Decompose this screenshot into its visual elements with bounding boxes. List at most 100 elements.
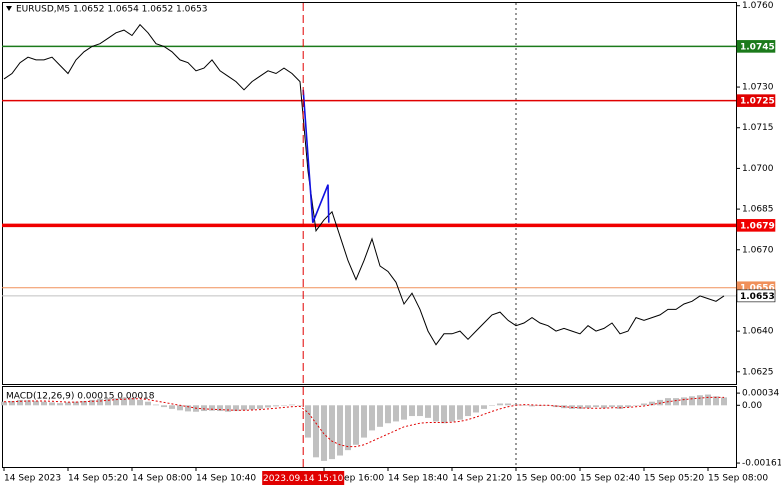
macd-bar xyxy=(577,405,583,409)
x-tick-label: 14 Sep 16:00 xyxy=(324,474,384,484)
macd-bar xyxy=(225,405,231,412)
macd-bar xyxy=(457,405,463,420)
macd-bar xyxy=(185,405,191,412)
macd-bar xyxy=(465,405,471,417)
macd-bar xyxy=(17,399,23,406)
x-tick-label: 14 Sep 08:00 xyxy=(132,474,192,484)
macd-bar xyxy=(297,405,303,406)
y-tick-label: 1.0640 xyxy=(742,327,774,337)
macd-bar xyxy=(241,405,247,411)
macd-bar xyxy=(649,401,655,406)
macd-bar xyxy=(177,405,183,411)
menu-arrow xyxy=(6,6,12,11)
x-tick-label: 14 Sep 05:20 xyxy=(68,474,128,484)
macd-bar xyxy=(433,405,439,422)
y-tick-label: 1.0685 xyxy=(742,205,774,215)
macd-bar xyxy=(385,405,391,424)
macd-bar xyxy=(409,405,415,417)
macd-bar xyxy=(473,405,479,413)
macd-bar xyxy=(137,399,143,406)
price-line xyxy=(302,89,330,223)
macd-bar xyxy=(393,405,399,422)
price-panel-frame xyxy=(2,2,737,385)
macd-bar xyxy=(337,405,343,456)
y-tick-label: 0.00 xyxy=(742,401,762,411)
macd-bar xyxy=(161,405,167,408)
macd-bar xyxy=(425,405,431,418)
macd-bar xyxy=(313,405,319,458)
macd-bar xyxy=(57,403,63,406)
macd-bar xyxy=(601,405,607,409)
macd-bar xyxy=(617,405,623,409)
macd-bar xyxy=(521,405,527,406)
macd-bar xyxy=(481,405,487,409)
macd-bar xyxy=(681,397,687,406)
macd-bar xyxy=(449,405,455,422)
macd-bar xyxy=(169,405,175,409)
macd-bar xyxy=(345,405,351,451)
macd-bar xyxy=(129,398,135,406)
macd-bar xyxy=(353,405,359,445)
macd-bar xyxy=(257,405,263,409)
macd-bar xyxy=(673,398,679,406)
level-tag-label: 1.0725 xyxy=(740,97,775,107)
x-tick-label: 14 Sep 18:40 xyxy=(388,474,448,484)
macd-bar xyxy=(361,405,367,438)
macd-bar xyxy=(489,405,495,406)
macd-bar xyxy=(321,405,327,461)
macd-bar xyxy=(65,402,71,406)
macd-bar xyxy=(529,405,535,407)
macd-bar xyxy=(401,405,407,420)
price-line xyxy=(3,23,725,346)
macd-bar xyxy=(217,405,223,412)
macd-bar xyxy=(705,394,711,406)
x-tick-label: 14 Sep 10:40 xyxy=(196,474,256,484)
macd-bar xyxy=(585,405,591,409)
macd-bar xyxy=(201,405,207,412)
macd-bar xyxy=(377,405,383,427)
macd-bar xyxy=(265,405,271,408)
macd-bar xyxy=(25,400,31,406)
y-tick-label: -0.00161 xyxy=(742,459,781,469)
macd-bar xyxy=(369,405,375,431)
macd-bar xyxy=(145,401,151,406)
level-tag-label: 1.0745 xyxy=(740,42,775,52)
macd-bar xyxy=(33,400,39,406)
y-tick-label: 1.0670 xyxy=(742,245,774,255)
x-tick-label: 15 Sep 08:00 xyxy=(708,474,768,484)
macd-title: MACD(12,26,9) 0.00015 0.00018 xyxy=(6,392,155,402)
macd-bar xyxy=(121,397,127,406)
cursor-label: 2023.09.14 15:10 xyxy=(263,474,344,484)
macd-bar xyxy=(49,402,55,406)
x-tick-label: 15 Sep 05:20 xyxy=(644,474,704,484)
x-tick-label: 15 Sep 00:00 xyxy=(516,474,576,484)
macd-bar xyxy=(1,401,7,406)
y-tick-label: 0.00034 xyxy=(742,389,779,399)
macd-bar xyxy=(625,405,631,408)
macd-bar xyxy=(153,404,159,406)
macd-bar xyxy=(713,396,719,406)
x-tick-label: 15 Sep 02:40 xyxy=(580,474,640,484)
level-tag-label: 1.0656 xyxy=(740,284,775,294)
macd-bar xyxy=(609,405,615,408)
signal-line xyxy=(4,396,724,448)
y-tick-label: 1.0760 xyxy=(742,1,774,11)
cursor-label-box xyxy=(262,471,345,485)
macd-bar xyxy=(689,396,695,406)
macd-bar xyxy=(281,405,287,406)
macd-bar xyxy=(113,398,119,406)
macd-bar xyxy=(593,405,599,408)
macd-bar xyxy=(273,405,279,407)
macd-bar xyxy=(505,403,511,406)
macd-bar xyxy=(41,401,47,406)
macd-bar xyxy=(697,395,703,406)
macd-bar xyxy=(249,405,255,410)
macd-bar xyxy=(97,398,103,406)
macd-bar xyxy=(641,403,647,406)
macd-bar xyxy=(329,405,335,460)
macd-bar xyxy=(233,405,239,412)
macd-bar xyxy=(209,405,215,411)
x-tick-label: 14 Sep 21:20 xyxy=(452,474,512,484)
level-tag xyxy=(736,40,776,53)
macd-bar xyxy=(289,404,295,406)
